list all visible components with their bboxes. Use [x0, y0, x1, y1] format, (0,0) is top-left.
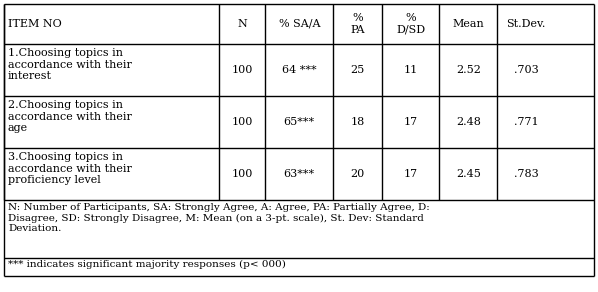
- Text: 3.Choosing topics in
accordance with their
proficiency level: 3.Choosing topics in accordance with the…: [8, 152, 132, 185]
- Text: %
D/SD: % D/SD: [396, 13, 425, 35]
- Text: 65***: 65***: [283, 117, 315, 127]
- Text: 2.48: 2.48: [456, 117, 481, 127]
- Text: 11: 11: [404, 65, 417, 75]
- Text: N: N: [237, 19, 247, 29]
- Text: St.Dev.: St.Dev.: [507, 19, 546, 29]
- Text: % SA/A: % SA/A: [279, 19, 320, 29]
- Text: *** indicates significant majority responses (p< 000): *** indicates significant majority respo…: [8, 260, 286, 269]
- Text: 100: 100: [231, 65, 253, 75]
- Text: 2.45: 2.45: [456, 169, 481, 179]
- Text: 2.52: 2.52: [456, 65, 481, 75]
- Text: %
PA: % PA: [350, 13, 365, 35]
- Text: 100: 100: [231, 117, 253, 127]
- Text: 100: 100: [231, 169, 253, 179]
- Text: N: Number of Participants, SA: Strongly Agree, A: Agree, PA: Partially Agree, D:: N: Number of Participants, SA: Strongly …: [8, 203, 430, 233]
- Text: 25: 25: [350, 65, 365, 75]
- Text: .771: .771: [514, 117, 538, 127]
- Text: .783: .783: [514, 169, 539, 179]
- Text: 17: 17: [404, 117, 417, 127]
- Text: 17: 17: [404, 169, 417, 179]
- Text: .703: .703: [514, 65, 539, 75]
- Text: ITEM NO: ITEM NO: [8, 19, 62, 29]
- Text: 1.Choosing topics in
accordance with their
interest: 1.Choosing topics in accordance with the…: [8, 48, 132, 81]
- Text: 2.Choosing topics in
accordance with their
age: 2.Choosing topics in accordance with the…: [8, 100, 132, 133]
- Text: 63***: 63***: [283, 169, 315, 179]
- Text: 20: 20: [350, 169, 365, 179]
- Text: Mean: Mean: [453, 19, 484, 29]
- Text: 18: 18: [350, 117, 365, 127]
- Text: 64 ***: 64 ***: [282, 65, 316, 75]
